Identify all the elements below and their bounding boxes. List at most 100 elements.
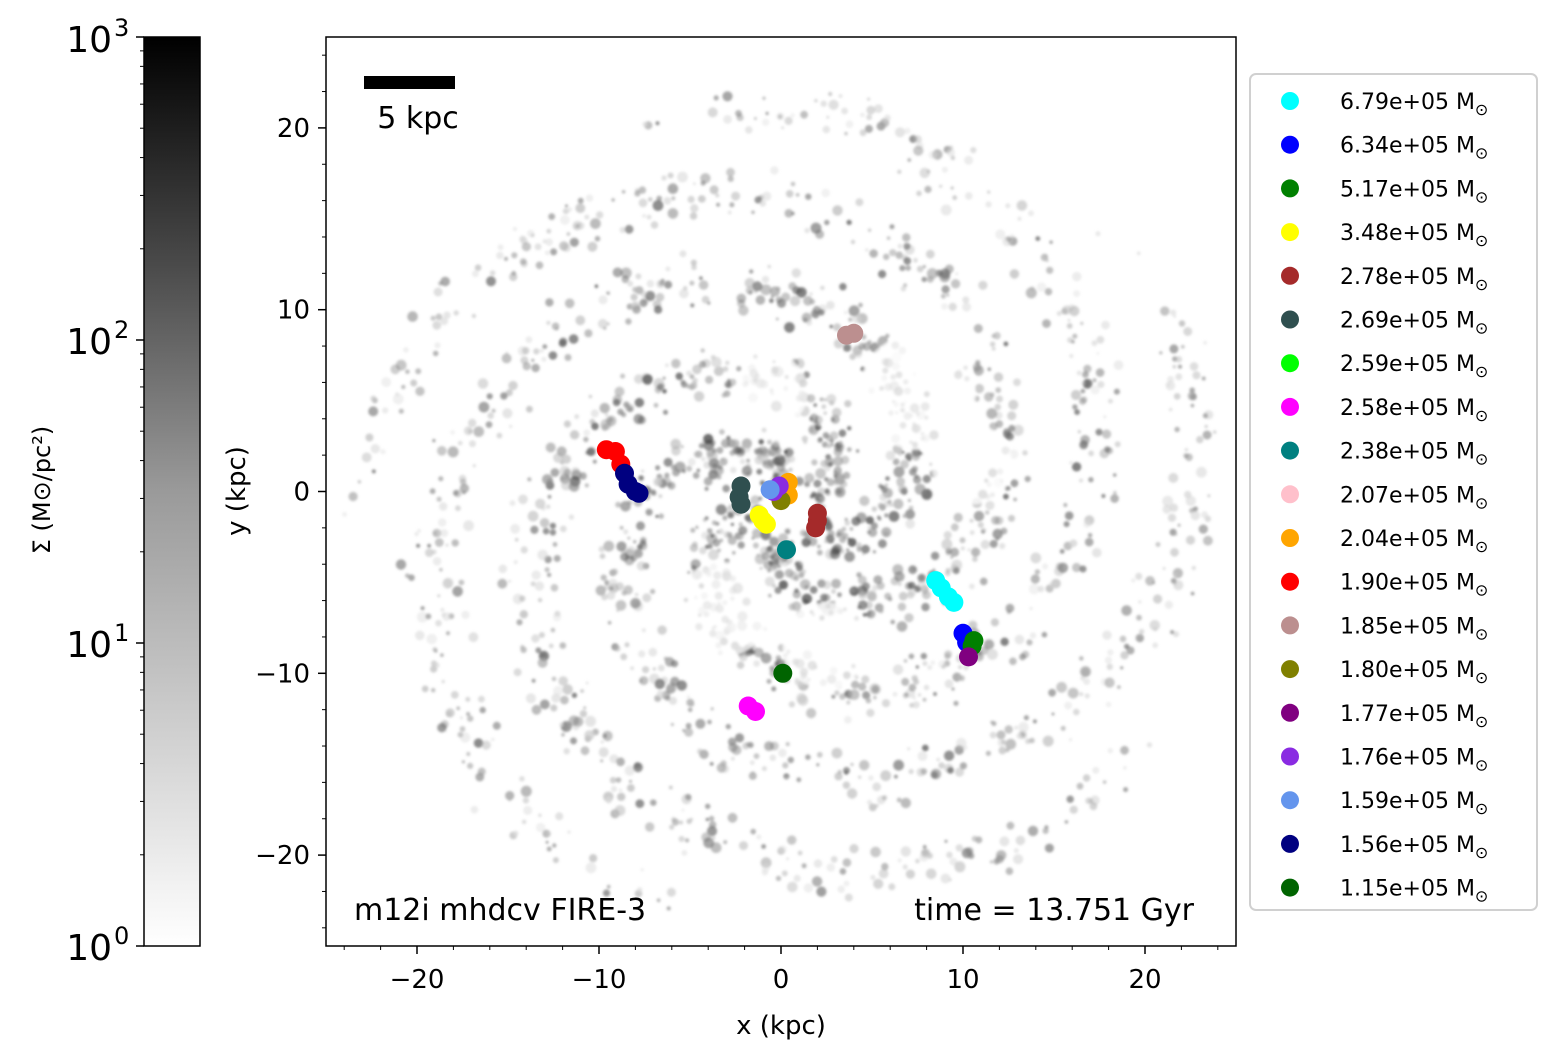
gas-filament bbox=[973, 324, 983, 333]
gas-filament bbox=[1019, 653, 1026, 661]
gas-filament bbox=[987, 367, 992, 372]
legend-frame bbox=[1249, 73, 1538, 911]
gas-filament bbox=[1092, 378, 1097, 383]
gas-filament bbox=[1177, 364, 1183, 369]
gas-filament bbox=[901, 677, 910, 686]
gas-filament bbox=[809, 292, 813, 296]
gas-filament bbox=[398, 408, 404, 414]
gas-filament bbox=[498, 564, 508, 574]
gas-filament bbox=[765, 111, 769, 116]
gas-filament bbox=[567, 830, 571, 834]
legend-marker bbox=[1281, 660, 1299, 679]
gas-filament bbox=[602, 889, 611, 897]
gas-filament bbox=[897, 582, 902, 586]
gas-filament bbox=[1136, 614, 1142, 621]
gas-filament bbox=[492, 721, 501, 730]
gas-filament bbox=[737, 448, 745, 456]
gas-filament bbox=[575, 315, 586, 326]
gas-filament bbox=[451, 539, 459, 547]
gas-filament bbox=[844, 400, 852, 408]
gas-filament bbox=[847, 538, 857, 547]
gas-filament bbox=[813, 403, 817, 407]
gas-filament bbox=[671, 446, 681, 456]
gas-filament bbox=[984, 510, 990, 515]
gas-filament bbox=[435, 313, 443, 321]
legend-item: 2.38e+05 M⊙ bbox=[1281, 440, 1488, 469]
gas-filament bbox=[561, 732, 565, 737]
gas-filament bbox=[1192, 506, 1198, 512]
gas-filament bbox=[811, 491, 817, 497]
gas-filament bbox=[523, 805, 533, 816]
gas-filament bbox=[950, 155, 956, 161]
gas-filament bbox=[1082, 774, 1091, 782]
gas-filament bbox=[1008, 514, 1015, 522]
gas-filament bbox=[666, 906, 671, 911]
gas-filament bbox=[592, 459, 597, 464]
gas-filament bbox=[645, 822, 655, 832]
gas-filament bbox=[752, 281, 763, 292]
gas-filament bbox=[1092, 766, 1100, 774]
legend-label: 2.58e+05 M⊙ bbox=[1340, 396, 1488, 425]
gas-filament bbox=[1123, 766, 1127, 770]
gas-filament bbox=[380, 449, 386, 455]
colorbar-tick-exponent: 2 bbox=[114, 316, 129, 344]
gas-filament bbox=[371, 469, 376, 474]
colorbar-tick-label: 10 bbox=[66, 20, 112, 61]
gas-filament bbox=[614, 645, 621, 652]
gas-filament bbox=[843, 343, 852, 352]
gas-filament bbox=[926, 268, 938, 280]
gas-filament bbox=[1117, 685, 1121, 689]
gas-filament bbox=[826, 478, 835, 487]
gas-filament bbox=[888, 883, 896, 891]
gas-filament bbox=[548, 643, 554, 649]
gas-filament bbox=[850, 762, 854, 767]
gas-filament bbox=[551, 322, 560, 331]
gas-filament bbox=[953, 512, 963, 523]
gas-filament bbox=[471, 270, 479, 278]
gas-filament bbox=[886, 236, 891, 241]
gas-filament bbox=[789, 295, 801, 307]
gas-filament bbox=[471, 313, 477, 319]
gas-filament bbox=[866, 105, 876, 115]
gas-filament bbox=[421, 685, 429, 693]
gas-filament bbox=[844, 517, 848, 522]
gas-filament bbox=[686, 465, 693, 472]
gas-filament bbox=[881, 527, 892, 538]
gas-filament bbox=[427, 543, 431, 548]
gas-filament bbox=[620, 552, 629, 562]
gas-filament bbox=[700, 348, 705, 353]
gas-filament bbox=[899, 265, 906, 272]
gas-filament bbox=[564, 354, 572, 361]
gas-filament bbox=[846, 788, 858, 799]
gas-filament bbox=[989, 731, 997, 739]
gas-filament bbox=[479, 706, 486, 714]
gas-filament bbox=[889, 503, 894, 507]
gas-filament bbox=[920, 768, 928, 775]
gas-filament bbox=[958, 665, 963, 670]
gas-filament bbox=[939, 268, 951, 280]
gas-filament bbox=[1145, 576, 1155, 586]
gas-filament bbox=[1080, 388, 1086, 394]
gas-filament bbox=[1042, 319, 1051, 328]
y-tick-label: 10 bbox=[277, 296, 310, 326]
gas-filament bbox=[802, 317, 808, 323]
legend-label: 5.17e+05 M⊙ bbox=[1340, 177, 1488, 206]
gas-filament bbox=[552, 857, 559, 864]
gas-filament bbox=[566, 232, 571, 236]
gas-filament bbox=[1005, 236, 1011, 242]
gas-filament bbox=[664, 472, 670, 478]
gas-filament bbox=[704, 486, 709, 491]
legend-marker bbox=[1281, 310, 1299, 329]
gas-filament bbox=[505, 389, 513, 397]
gas-filament bbox=[871, 506, 877, 512]
legend-marker bbox=[1281, 441, 1299, 460]
gas-filament bbox=[637, 886, 643, 893]
gas-filament bbox=[760, 652, 772, 664]
gas-filament bbox=[646, 279, 655, 288]
gas-filament bbox=[1159, 351, 1163, 355]
gas-filament bbox=[526, 405, 533, 413]
gas-filament bbox=[949, 857, 958, 866]
gas-filament bbox=[552, 843, 557, 848]
gas-filament bbox=[450, 430, 455, 435]
gas-filament bbox=[778, 845, 787, 854]
